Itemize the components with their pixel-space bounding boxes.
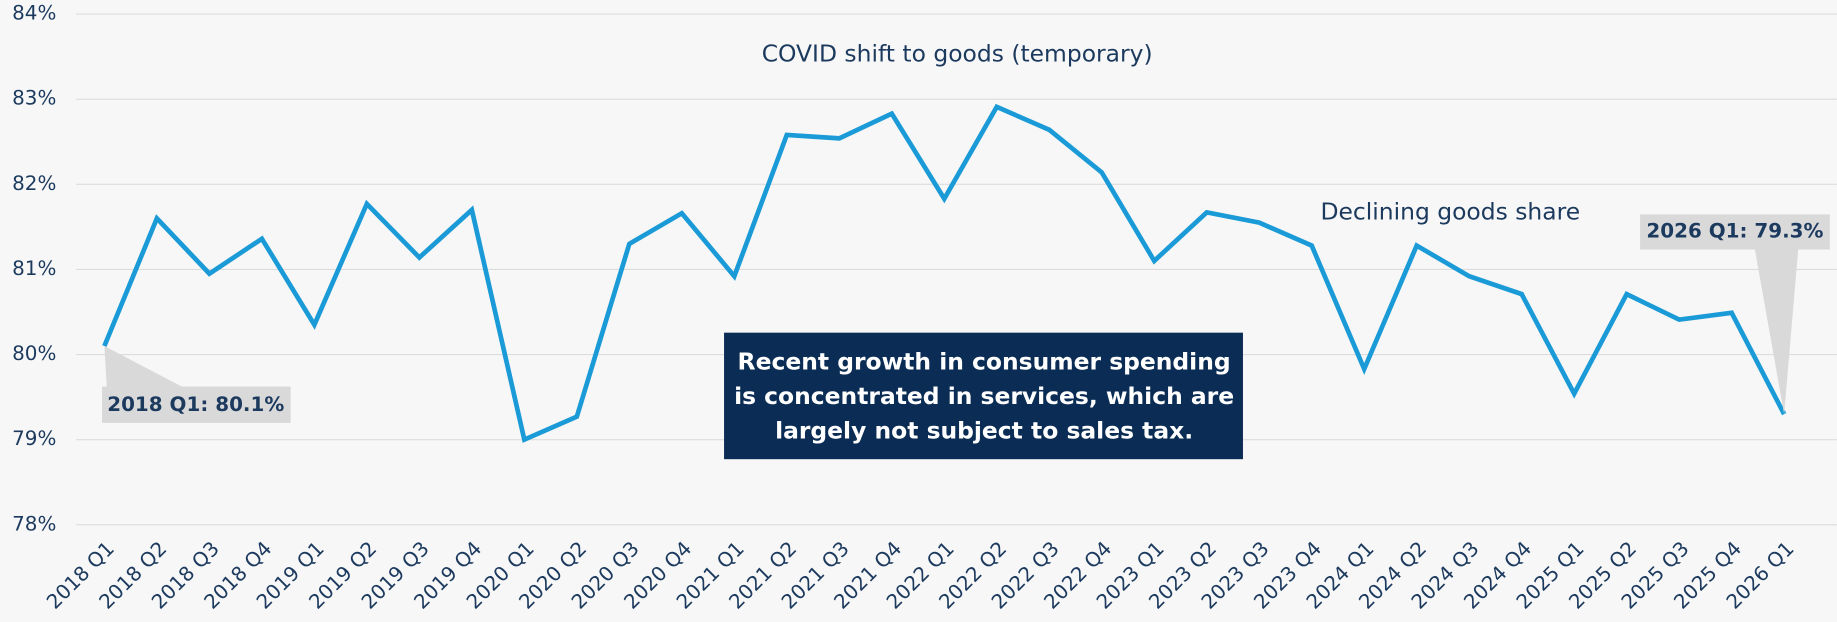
callout-label: 2026 Q1: 79.3% [1646, 219, 1823, 242]
callout-label: 2018 Q1: 80.1% [107, 393, 284, 416]
annotation: Declining goods share [1320, 198, 1580, 226]
y-tick-label: 84% [12, 2, 56, 25]
info-box-text: Recent growth in consumer spending [738, 348, 1231, 376]
y-tick-label: 78% [12, 512, 56, 535]
y-tick-label: 83% [12, 87, 56, 110]
callout-pointer [104, 346, 182, 387]
info-box-text: largely not subject to sales tax. [775, 417, 1193, 445]
line [102, 103, 1787, 443]
callout-box [102, 386, 291, 423]
callout-box [1640, 214, 1830, 250]
annotation: COVID shift to goods (temporary) [762, 40, 1153, 68]
y-tick-label: 79% [12, 427, 56, 450]
y-tick-label: 81% [12, 257, 56, 280]
callout-pointer [1754, 249, 1799, 415]
y-tick-label: 82% [12, 172, 56, 195]
info-box [724, 332, 1243, 460]
info-box-text: is concentrated in services, which are [734, 382, 1234, 410]
y-tick-label: 80% [12, 342, 56, 365]
